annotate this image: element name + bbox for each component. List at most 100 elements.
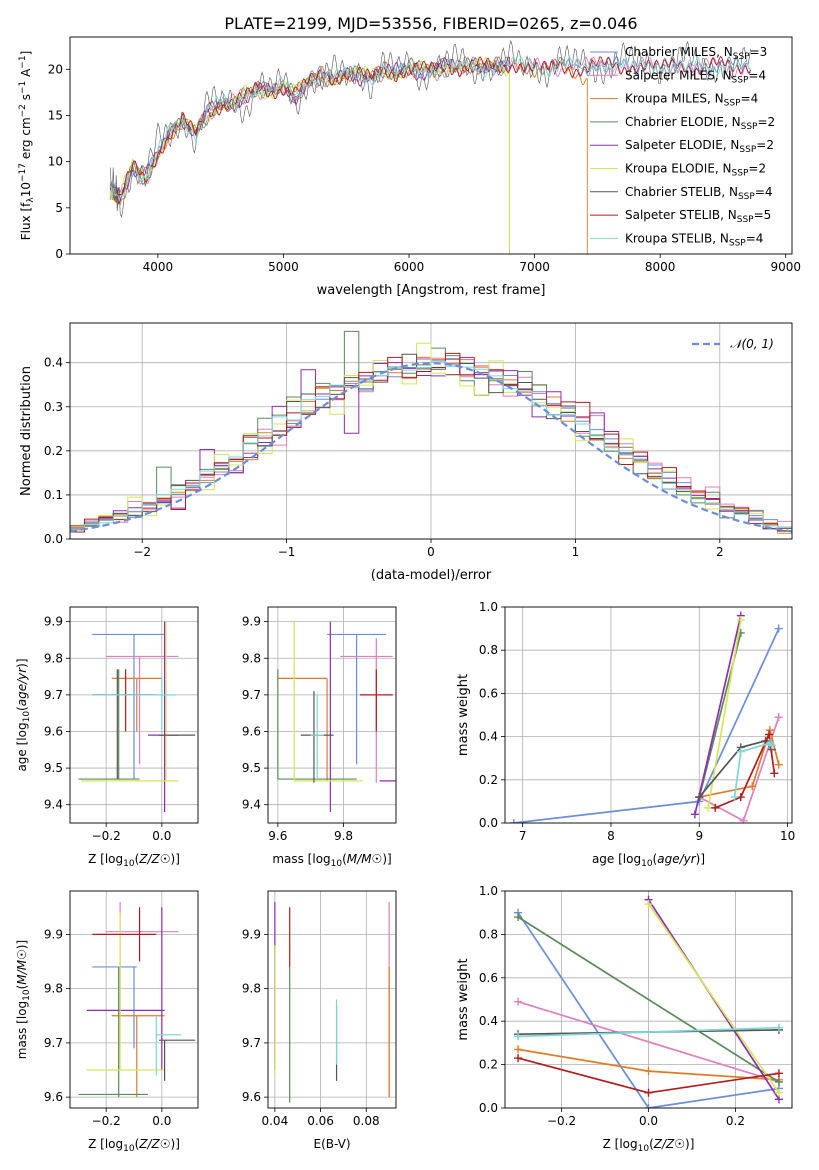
y-tick-label: 9.6 <box>242 1090 261 1104</box>
histogram-salpeter-stelib <box>70 352 792 539</box>
y-axis-label: mass weight <box>456 958 471 1040</box>
y-tick-label: 15 <box>48 108 63 122</box>
weight-marker <box>774 624 783 633</box>
y-tick-label: 0.0 <box>44 532 63 546</box>
y-tick-label: 0.2 <box>479 1058 498 1072</box>
legend-entry: Salpeter ELODIE, NSSP=2 <box>625 138 774 155</box>
x-tick-label: 2 <box>716 545 724 559</box>
x-axis-label: (data-model)/error <box>371 568 492 583</box>
x-axis-label: E(B-V) <box>313 1137 350 1151</box>
x-tick-label: 8 <box>607 829 615 843</box>
y-tick-label: 0.0 <box>479 816 498 830</box>
weight-marker <box>711 803 720 812</box>
weight-line-salpeter-miles <box>517 1000 780 1083</box>
x-axis-label: Z [log10(Z/Z☉)] <box>88 852 180 869</box>
x-tick-label: 7000 <box>519 260 550 274</box>
y-tick-label: 9.9 <box>242 615 261 629</box>
weight-marker <box>514 913 523 922</box>
weight-line-kroupa-elodie <box>647 903 780 1094</box>
y-tick-label: 0.4 <box>479 730 498 744</box>
weight-marker <box>774 1088 783 1097</box>
weight-marker <box>730 793 739 802</box>
weight-line-kroupa-miles <box>699 726 780 798</box>
x-tick-label: 10 <box>780 829 795 843</box>
spectrum-line-kroupa-stelib <box>109 55 751 202</box>
y-tick-label: 0.8 <box>479 927 498 941</box>
axes-frame <box>69 322 793 540</box>
y-tick-label: 9.8 <box>242 651 261 665</box>
error-bars <box>277 621 396 813</box>
y-tick-label: 0.8 <box>479 643 498 657</box>
weight-marker <box>736 747 745 756</box>
weight-marker <box>748 782 757 791</box>
y-tick-label: 5 <box>55 201 63 215</box>
x-tick-label: 0 <box>427 545 435 559</box>
x-tick-label: 9 <box>695 829 703 843</box>
weight-marker <box>644 1088 653 1097</box>
weight-marker <box>704 803 713 812</box>
legend-entry: Salpeter MILES, NSSP=4 <box>625 68 766 85</box>
y-tick-label: 9.7 <box>44 1036 63 1050</box>
weight-marker <box>644 900 653 909</box>
gaussian-curve <box>70 361 792 533</box>
x-tick-label: −0.2 <box>547 1114 576 1128</box>
error-bars <box>78 621 196 813</box>
weight-line-kroupa-stelib <box>733 742 773 798</box>
x-tick-label: 7 <box>519 829 527 843</box>
weight-marker <box>690 810 699 819</box>
y-tick-label: 9.8 <box>44 982 63 996</box>
x-tick-label: −2 <box>133 545 151 559</box>
y-tick-label: 0.6 <box>479 971 498 985</box>
axes-frame <box>504 890 793 1109</box>
y-tick-label: 1.0 <box>479 884 498 898</box>
x-tick-label: 8000 <box>645 260 676 274</box>
weight-marker <box>774 760 783 769</box>
x-tick-label: 0.06 <box>307 1114 334 1128</box>
y-tick-label: 9.5 <box>44 761 63 775</box>
error-bars <box>78 901 196 1098</box>
x-axis-label: mass [log10(M/M☉)] <box>272 852 391 869</box>
y-tick-label: 0.4 <box>44 356 63 370</box>
weight-line-kroupa-stelib <box>517 1026 780 1038</box>
x-axis-label: Z [log10(Z/Z☉)] <box>603 1137 695 1154</box>
x-axis-label: age [log10(age/yr)] <box>592 852 705 869</box>
weight-marker <box>765 730 774 739</box>
error-bars <box>274 901 390 1103</box>
x-tick-label: 0.2 <box>726 1114 745 1128</box>
y-tick-label: 0.6 <box>479 686 498 700</box>
legend-entry: Kroupa MILES, NSSP=4 <box>625 92 758 109</box>
y-tick-label: 9.9 <box>44 615 63 629</box>
x-tick-label: 6000 <box>394 260 425 274</box>
spectrum-line-salpeter-stelib <box>109 55 752 205</box>
x-tick-label: −1 <box>278 545 296 559</box>
histograms <box>70 330 792 539</box>
x-tick-label: 0.0 <box>152 829 171 843</box>
y-tick-label: 9.6 <box>242 724 261 738</box>
histogram-kroupa-stelib <box>70 360 792 539</box>
weight-marker <box>770 769 779 778</box>
x-axis-label: Z [log10(Z/Z☉)] <box>88 1137 180 1154</box>
axes-frame <box>69 890 199 1109</box>
y-tick-label: 9.6 <box>44 724 63 738</box>
y-tick-label: 0.1 <box>44 488 63 502</box>
axes-frame <box>69 606 199 824</box>
y-tick-label: 0.0 <box>479 1101 498 1115</box>
y-tick-label: 0.3 <box>44 400 63 414</box>
legend-entry: Chabrier STELIB, NSSP=4 <box>625 185 773 202</box>
y-axis-label: age [log10(age/yr)] <box>15 658 32 771</box>
y-tick-label: 10 <box>48 155 63 169</box>
y-tick-label: 9.4 <box>242 798 261 812</box>
y-tick-label: 9.9 <box>44 927 63 941</box>
legend-entry: Kroupa ELODIE, NSSP=2 <box>625 162 766 179</box>
weight-line-chabrier-miles <box>513 628 780 823</box>
y-tick-label: 9.7 <box>242 688 261 702</box>
weight-line-salpeter-stelib <box>714 731 776 809</box>
weight-marker <box>695 793 704 802</box>
x-tick-label: −0.2 <box>92 1114 121 1128</box>
weight-line-chabrier-miles <box>517 912 780 1108</box>
y-axis-label: Normed distribution <box>19 366 34 496</box>
y-tick-label: 9.8 <box>44 651 63 665</box>
weight-marker <box>644 1104 653 1108</box>
mass-vs-Z-chart: −0.2 0.0 9.6 9.7 9.8 9.9 Z [log10(Z/Z☉)] mass [… <box>15 890 199 1154</box>
weight-marker <box>514 1054 523 1063</box>
